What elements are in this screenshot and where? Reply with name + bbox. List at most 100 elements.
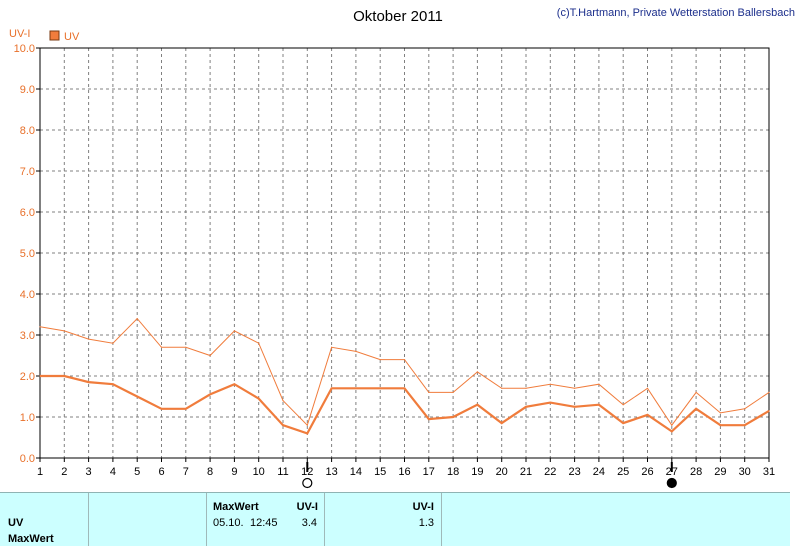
x-tick-label: 15 xyxy=(374,466,386,478)
uv-data-point xyxy=(63,330,65,332)
uv-data-point xyxy=(574,406,576,408)
uv-chart: Oktober 2011 (c)T.Hartmann, Private Wett… xyxy=(9,7,795,489)
uv-data-point xyxy=(136,318,138,320)
uv-data-point xyxy=(501,387,503,389)
uv-data-point xyxy=(403,359,406,361)
uv-data-point xyxy=(719,412,722,414)
moon-phase-markers xyxy=(302,462,677,489)
uv-data-point xyxy=(233,383,235,385)
x-tick-label: 28 xyxy=(690,466,702,478)
uv-data-point xyxy=(646,414,649,416)
y-tick-label: 5.0 xyxy=(20,248,35,260)
divider xyxy=(88,493,89,546)
x-tick-label: 24 xyxy=(593,466,605,478)
x-tick-label: 29 xyxy=(714,466,726,478)
uv-data-point xyxy=(598,383,600,385)
x-tick-label: 26 xyxy=(641,466,653,478)
uv-data-point xyxy=(209,354,211,357)
uv-data-point xyxy=(160,346,163,348)
series-lines xyxy=(39,317,770,435)
uv-data-point xyxy=(428,391,430,393)
x-tick-label: 23 xyxy=(568,466,580,478)
chart-title: Oktober 2011 xyxy=(353,8,443,25)
uv-data-point xyxy=(331,346,333,348)
uv-data-point xyxy=(744,424,746,426)
uv-data-point xyxy=(379,359,381,361)
uv-data-point xyxy=(160,408,163,410)
divider xyxy=(206,493,207,546)
x-tick-label: 1 xyxy=(37,466,43,478)
uv-data-point xyxy=(695,408,697,410)
x-tick-label: 21 xyxy=(520,466,532,478)
uv-data-point xyxy=(136,395,138,398)
uv-data-point xyxy=(525,406,527,408)
uv-data-point xyxy=(646,387,649,389)
uv-data-point xyxy=(695,391,697,393)
y-tick-label: 10.0 xyxy=(14,43,35,55)
row-label-uv: UV xyxy=(8,517,24,529)
x-tick-label: 9 xyxy=(231,466,237,478)
uv-data-point xyxy=(671,424,673,426)
group1-time: 12:45 xyxy=(250,517,278,529)
uv-data-point xyxy=(39,375,41,377)
x-tick-label: 3 xyxy=(86,466,92,478)
uv-data-point xyxy=(355,350,357,352)
x-tick-label: 4 xyxy=(110,466,116,478)
uv-data-point xyxy=(671,430,673,432)
uv-data-point xyxy=(282,424,284,426)
y-tick-label: 0.0 xyxy=(20,453,35,465)
divider xyxy=(441,493,442,546)
group1-unit-header: UV-I xyxy=(296,501,318,513)
x-tick-label: 2 xyxy=(61,466,67,478)
legend-label: UV xyxy=(64,31,80,43)
uv-data-point xyxy=(112,342,114,344)
uv-data-point xyxy=(574,387,576,389)
x-tick-label: 14 xyxy=(350,466,362,478)
y-tick-label: 2.0 xyxy=(20,371,35,383)
uv-data-point xyxy=(355,387,357,389)
uv-data-point xyxy=(258,397,260,400)
uv-data-point xyxy=(39,326,41,328)
uv-data-point xyxy=(525,387,527,389)
uv-data-point xyxy=(622,404,624,406)
uv-data-point xyxy=(233,330,235,332)
y-tick-label: 4.0 xyxy=(20,289,35,301)
uv-data-point xyxy=(403,387,406,389)
uv-data-point xyxy=(379,387,381,389)
uv-data-point xyxy=(549,402,551,404)
y-axis-label: UV-I xyxy=(9,28,30,40)
x-tick-label: 16 xyxy=(398,466,410,478)
group1-header: MaxWert xyxy=(213,501,259,513)
group2-value: 1.3 xyxy=(418,517,434,529)
x-tick-label: 19 xyxy=(471,466,483,478)
group1-value: 3.4 xyxy=(301,517,317,529)
uv-data-point xyxy=(209,393,211,396)
group1-date: 05.10. xyxy=(213,517,244,529)
uv-data-point xyxy=(476,371,478,373)
x-tick-label: 11 xyxy=(277,466,288,478)
x-tick-label: 18 xyxy=(447,466,459,478)
uv-data-point xyxy=(306,432,308,434)
uv-data-point xyxy=(88,381,90,383)
uv-data-point xyxy=(476,404,478,406)
stats-panel: UV MaxWert MaxWert UV-I 05.10. 12:45 3.4… xyxy=(0,492,790,546)
uv-data-point xyxy=(63,375,65,377)
legend-swatch xyxy=(49,30,60,41)
x-tick-label: 22 xyxy=(544,466,556,478)
uv-data-point xyxy=(452,416,454,418)
x-tick-label: 13 xyxy=(325,466,337,478)
copyright-text: (c)T.Hartmann, Private Wetterstation Bal… xyxy=(557,7,795,19)
x-tick-label: 5 xyxy=(134,466,140,478)
y-tick-label: 6.0 xyxy=(20,207,35,219)
full-moon-icon xyxy=(302,477,313,489)
x-tick-label: 10 xyxy=(253,466,265,478)
y-tick-label: 7.0 xyxy=(20,166,35,178)
uv-data-point xyxy=(185,408,187,410)
uv-data-point xyxy=(306,424,308,426)
x-tick-label: 25 xyxy=(617,466,629,478)
uv-data-point xyxy=(428,418,430,420)
group2-unit-header: UV-I xyxy=(412,501,434,513)
y-tick-label: 1.0 xyxy=(20,412,35,424)
uv-data-point xyxy=(622,422,624,424)
y-tick-label: 8.0 xyxy=(20,125,35,137)
